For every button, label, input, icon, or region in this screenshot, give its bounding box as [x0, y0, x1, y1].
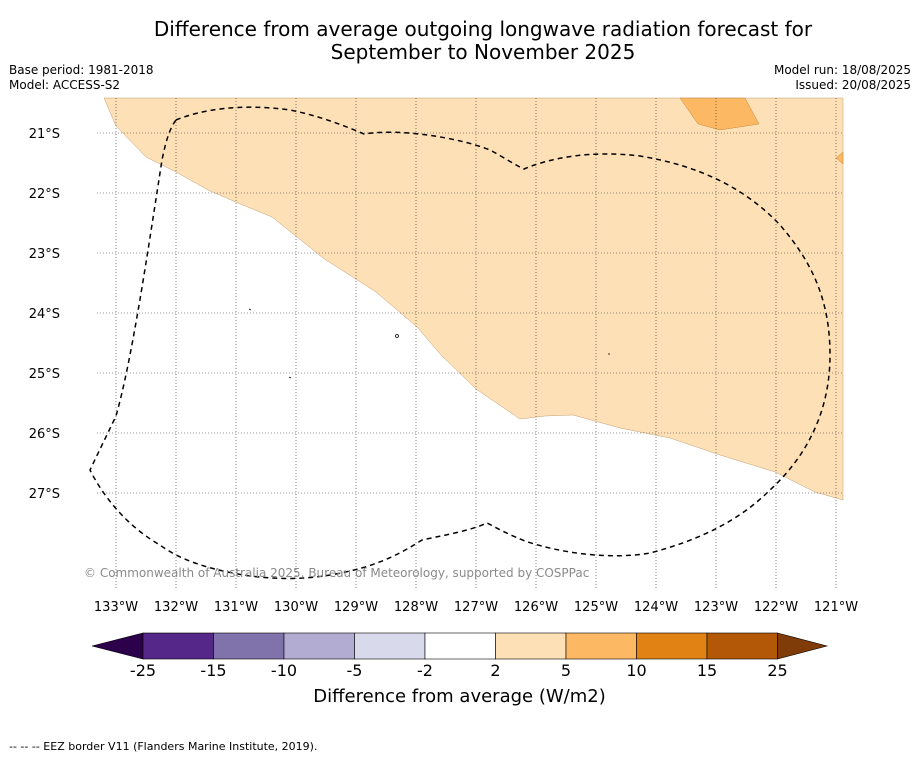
eez-footnote: -- -- -- EEZ border V11 (Flanders Marine… [9, 740, 318, 753]
colorbar-segment [213, 632, 285, 660]
colorbar-tick: -25 [130, 661, 156, 680]
colorbar-tick: -10 [271, 661, 297, 680]
lat-label: 25°S [29, 367, 60, 382]
eez-border [89, 106, 831, 580]
colorbar-segment [283, 632, 355, 660]
meta-right: Model run: 18/08/2025 Issued: 20/08/2025 [774, 63, 911, 93]
colorbar-tick: -5 [347, 661, 363, 680]
lat-label: 27°S [29, 487, 60, 502]
colorbar-segment [424, 632, 496, 660]
colorbar-label: Difference from average (W/m2) [313, 686, 606, 707]
lon-label: 132°W [154, 600, 198, 615]
colorbar-segment [636, 632, 708, 660]
map-title-line2: September to November 2025 [330, 40, 636, 64]
model-run: Model run: 18/08/2025 [773, 63, 911, 77]
colorbar [91, 632, 829, 660]
issued-date: Issued: 20/08/2025 [795, 78, 911, 92]
lon-label: 125°W [574, 600, 618, 615]
lat-label: 24°S [29, 307, 60, 322]
colorbar-ticks: -25 -15 -10 -5 -2 2 5 10 15 25 [130, 661, 788, 680]
colorbar-segment [495, 632, 567, 660]
map-title-line1: Difference from average outgoing longwav… [153, 17, 813, 41]
lon-label: 131°W [214, 600, 258, 615]
anomaly-region-5-to-10-edge [835, 151, 844, 165]
lon-label: 124°W [634, 600, 678, 615]
lon-label: 129°W [334, 600, 378, 615]
map-title: Difference from average outgoing longwav… [0, 18, 919, 64]
colorbar-tick: -15 [200, 661, 226, 680]
colorbar-segment [777, 632, 829, 660]
lon-label: 121°W [814, 600, 858, 615]
lat-label: 26°S [29, 427, 60, 442]
lat-label: 23°S [29, 247, 60, 262]
colorbar-tick: 2 [490, 661, 500, 680]
colorbar-tick: 25 [767, 661, 787, 680]
anomaly-region-5-to-10 [679, 97, 760, 131]
copyright-text: © Commonwealth of Australia 2025, Bureau… [84, 566, 589, 580]
colorbar-segment [142, 632, 214, 660]
colorbar-segment [706, 632, 778, 660]
lon-label: 127°W [454, 600, 498, 615]
colorbar-segment [91, 632, 144, 660]
lon-label: 128°W [394, 600, 438, 615]
lon-label: 123°W [694, 600, 738, 615]
model-name: Model: ACCESS-S2 [9, 78, 121, 92]
meta-left: Base period: 1981-2018 Model: ACCESS-S2 [9, 63, 154, 93]
lon-label: 133°W [94, 600, 138, 615]
base-period: Base period: 1981-2018 [9, 63, 154, 77]
lon-label: 130°W [274, 600, 318, 615]
gridlines [97, 98, 843, 590]
islands [248, 308, 610, 379]
colorbar-tick: 15 [697, 661, 717, 680]
lat-label: 21°S [29, 127, 60, 142]
colorbar-segment [565, 632, 637, 660]
lon-label: 126°W [514, 600, 558, 615]
colorbar-tick: 10 [626, 661, 646, 680]
lat-label: 22°S [29, 187, 60, 202]
colorbar-segment [354, 632, 426, 660]
colorbar-tick: 5 [561, 661, 571, 680]
colorbar-tick: -2 [417, 661, 433, 680]
lat-axis: 21°S 22°S 23°S 24°S 25°S 26°S 27°S [29, 127, 60, 502]
lon-axis: 133°W 132°W 131°W 130°W 129°W 128°W 127°… [94, 600, 858, 615]
lon-label: 122°W [754, 600, 798, 615]
